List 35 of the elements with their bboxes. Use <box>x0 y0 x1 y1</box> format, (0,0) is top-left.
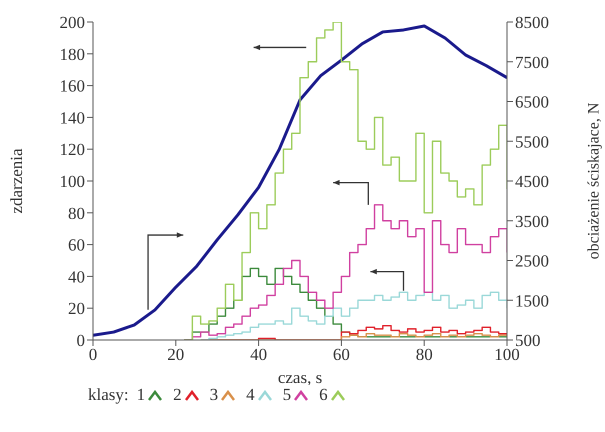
y-tick-label: 60 <box>68 236 85 255</box>
legend-label: 6 <box>319 385 328 405</box>
x-tick-label: 20 <box>167 345 184 364</box>
legend-label: 3 <box>210 385 218 405</box>
y2-tick-label: 7500 <box>515 52 549 72</box>
y2-tick-label: 2500 <box>515 252 549 271</box>
y-axis-title: zdarzenia <box>7 148 26 214</box>
y-tick-label: 0 <box>76 331 85 350</box>
y2-tick-label: 3500 <box>515 212 549 231</box>
legend-label: 2 <box>173 385 182 405</box>
legend-title: klasy: <box>88 385 129 405</box>
legend-label: 1 <box>136 385 146 405</box>
legend-label: 5 <box>282 385 292 405</box>
y2-tick-label: 8500 <box>515 13 549 32</box>
y2-tick-label: 1500 <box>515 291 549 310</box>
y-tick-label: 180 <box>60 44 85 64</box>
y-tick-label: 140 <box>60 108 85 128</box>
x-tick-label: 80 <box>416 345 433 364</box>
y2-tick-label: 4500 <box>515 172 549 192</box>
x-tick-label: 60 <box>332 345 350 364</box>
x-tick-label: 0 <box>88 345 98 364</box>
x-tick-label: 40 <box>250 345 268 364</box>
y-tick-label: 20 <box>68 299 85 318</box>
y2-axis-title: obciażenie ściskajace, N <box>586 102 603 260</box>
y-tick-label: 120 <box>60 140 85 160</box>
line-series <box>93 24 507 337</box>
y-tick-label: 80 <box>68 204 85 223</box>
y-tick-label: 200 <box>60 13 85 32</box>
y2-tick-label: 5500 <box>515 132 549 152</box>
y-tick-label: 100 <box>60 172 85 192</box>
y-tick-label: 160 <box>60 76 85 96</box>
y2-tick-label: 6500 <box>515 92 549 112</box>
y-tick-label: 40 <box>68 267 85 286</box>
legend-label: 4 <box>246 385 255 405</box>
x-tick-label: 100 <box>494 345 520 364</box>
